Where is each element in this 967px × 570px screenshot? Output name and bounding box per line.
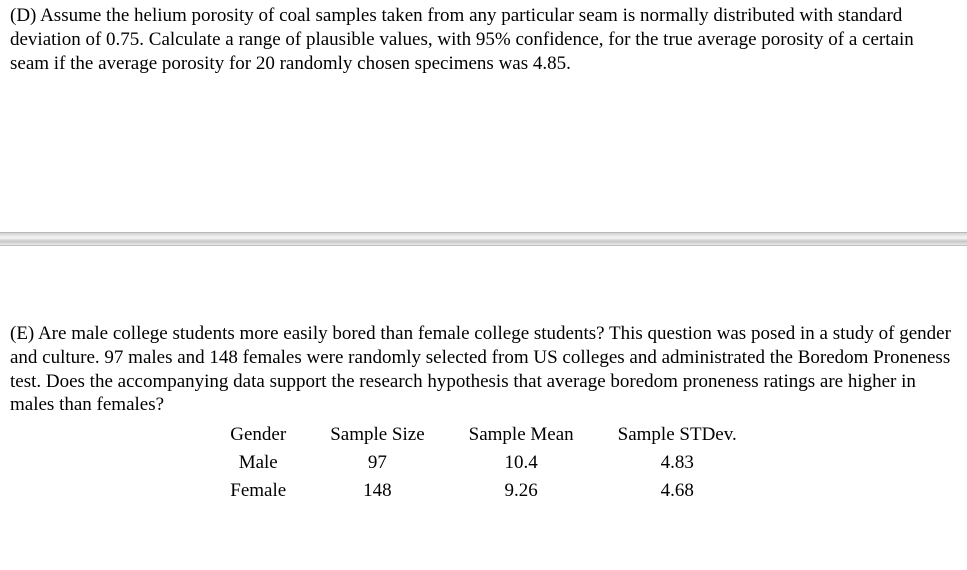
col-header-gender: Gender	[208, 421, 308, 449]
table-header-row: Gender Sample Size Sample Mean Sample ST…	[208, 421, 759, 449]
table-row: Male 97 10.4 4.83	[208, 449, 759, 477]
section-divider	[0, 232, 967, 246]
question-d-section: (D) Assume the helium porosity of coal s…	[0, 0, 967, 75]
cell-sample-mean: 10.4	[447, 449, 596, 477]
cell-sample-mean: 9.26	[447, 477, 596, 505]
cell-sample-size: 97	[308, 449, 446, 477]
cell-sample-stdev: 4.68	[596, 477, 759, 505]
table-row: Female 148 9.26 4.68	[208, 477, 759, 505]
question-e-text: (E) Are male college students more easil…	[10, 322, 957, 417]
col-header-sample-mean: Sample Mean	[447, 421, 596, 449]
cell-sample-size: 148	[308, 477, 446, 505]
cell-sample-stdev: 4.83	[596, 449, 759, 477]
question-d-text: (D) Assume the helium porosity of coal s…	[10, 4, 957, 75]
cell-gender: Male	[208, 449, 308, 477]
cell-gender: Female	[208, 477, 308, 505]
boredom-data-table: Gender Sample Size Sample Mean Sample ST…	[208, 421, 759, 504]
question-e-section: (E) Are male college students more easil…	[0, 322, 967, 504]
col-header-sample-stdev: Sample STDev.	[596, 421, 759, 449]
col-header-sample-size: Sample Size	[308, 421, 446, 449]
